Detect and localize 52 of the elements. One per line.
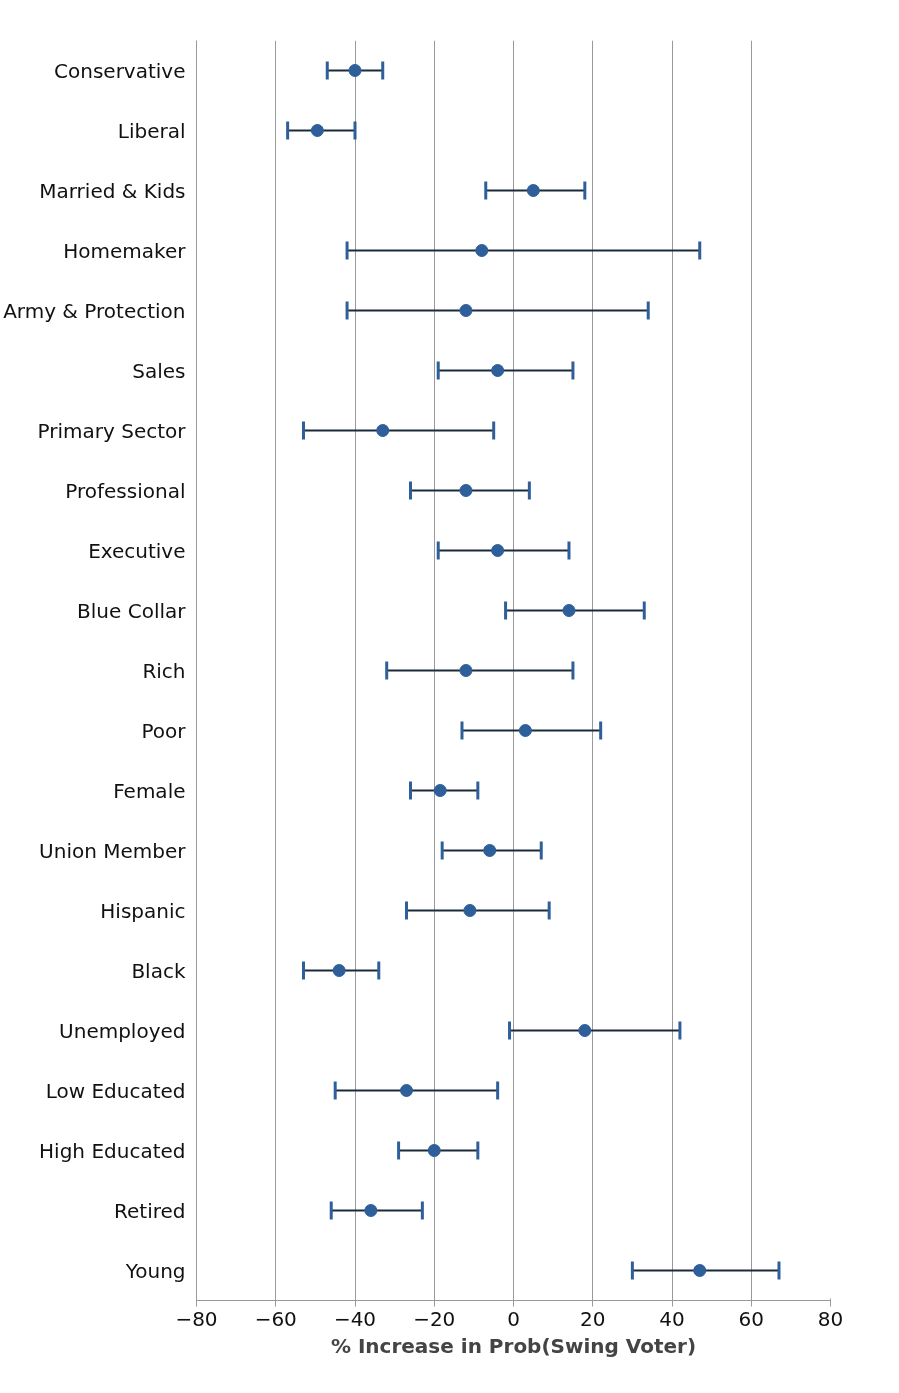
y-tick-label: Rich <box>142 658 186 683</box>
y-tick-label: Blue Collar <box>77 598 187 623</box>
point <box>376 424 390 437</box>
y-tick-label: High Educated <box>39 1138 186 1163</box>
x-tick-label: −60 <box>254 1306 297 1331</box>
y-tick-label: Unemployed <box>59 1018 186 1043</box>
point <box>459 304 473 317</box>
y-tick-label: Black <box>131 958 186 983</box>
y-tick-label: Executive <box>88 538 186 563</box>
x-tick-label: 40 <box>659 1306 685 1331</box>
y-tick-label: Union Member <box>39 838 187 863</box>
point <box>364 1204 378 1217</box>
point <box>400 1084 414 1097</box>
x-tick-label: −20 <box>413 1306 456 1331</box>
point <box>491 364 505 377</box>
y-tick-label: Married & Kids <box>39 178 186 203</box>
y-tick-label: Low Educated <box>45 1078 186 1103</box>
x-tick-label: −80 <box>175 1306 218 1331</box>
x-tick-label: 20 <box>580 1306 606 1331</box>
point <box>483 844 497 857</box>
point <box>526 184 540 197</box>
point <box>562 604 576 617</box>
y-tick-label: Primary Sector <box>37 418 187 443</box>
point <box>578 1024 592 1037</box>
point <box>518 724 532 737</box>
y-tick-label: Army & Protection <box>3 298 186 323</box>
y-tick-label: Hispanic <box>100 898 186 923</box>
y-tick-label: Young <box>124 1258 186 1283</box>
y-tick-label: Sales <box>132 358 186 383</box>
point <box>332 964 346 977</box>
point <box>491 544 505 557</box>
y-tick-label: Female <box>113 778 186 803</box>
x-tick-label: −40 <box>333 1306 377 1331</box>
point <box>475 244 489 257</box>
point <box>348 64 362 77</box>
point <box>459 664 473 677</box>
y-tick-label: Liberal <box>117 118 186 143</box>
y-tick-label: Retired <box>114 1198 186 1223</box>
point <box>310 124 324 137</box>
x-axis-title: % Increase in Prob(Swing Voter) <box>330 1333 697 1358</box>
y-tick-label: Conservative <box>54 58 186 83</box>
point <box>463 904 477 917</box>
point <box>433 784 447 797</box>
point <box>427 1144 441 1157</box>
x-tick-label: 60 <box>738 1306 764 1331</box>
point <box>459 484 473 497</box>
y-tick-label: Poor <box>141 718 187 743</box>
point <box>693 1264 707 1277</box>
y-tick-label: Homemaker <box>63 238 187 263</box>
x-tick-label: 0 <box>507 1306 520 1331</box>
y-tick-label: Professional <box>65 478 186 503</box>
x-tick-label: 80 <box>817 1306 844 1331</box>
